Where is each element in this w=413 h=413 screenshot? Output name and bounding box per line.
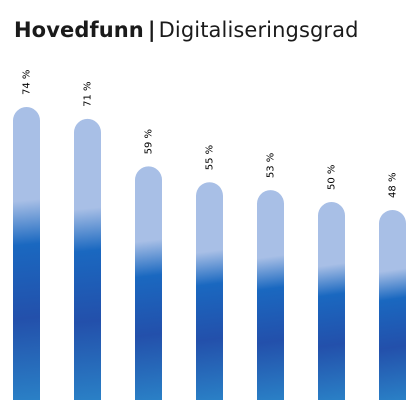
- bars-group: [13, 107, 406, 401]
- chart-title-separator: |: [147, 18, 156, 42]
- bar-4: [196, 182, 223, 400]
- data-label-7: 48 %: [388, 173, 399, 198]
- data-label-3: 59 %: [144, 129, 155, 154]
- bar-6: [318, 202, 345, 400]
- chart-subtitle: Digitaliseringsgrad: [158, 18, 359, 42]
- chart-title: Hovedfunn | Digitaliseringsgrad: [14, 18, 359, 42]
- data-labels-group: 74 % 71 % 59 % 55 % 53 % 50 % 48 %: [22, 70, 399, 198]
- chart-title-main: Hovedfunn: [14, 18, 144, 42]
- data-label-2: 71 %: [83, 81, 94, 106]
- data-label-6: 50 %: [327, 165, 338, 190]
- bar-1: [13, 107, 40, 400]
- bar-3: [135, 166, 162, 400]
- data-label-4: 55 %: [205, 145, 216, 170]
- bar-5: [257, 190, 284, 400]
- data-label-5: 53 %: [266, 153, 277, 178]
- data-label-1: 74 %: [22, 70, 33, 95]
- bar-7: [379, 209, 406, 400]
- bar-2: [74, 118, 101, 401]
